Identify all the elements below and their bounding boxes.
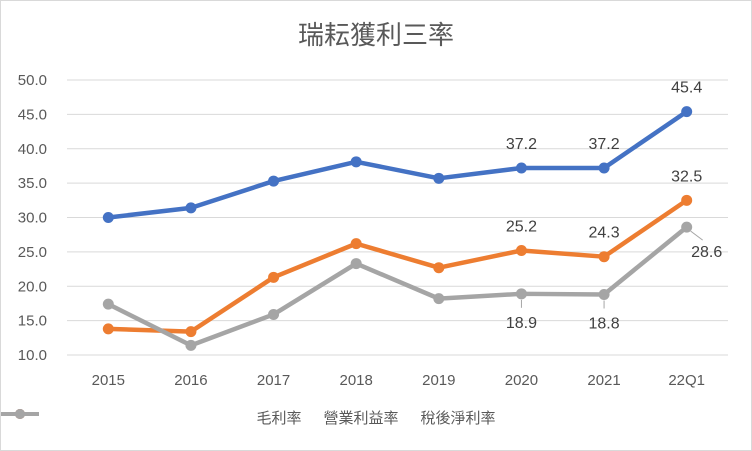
series-operating-margin-point xyxy=(433,262,445,274)
series-net-margin-line xyxy=(106,224,689,348)
x-tick-label: 2017 xyxy=(257,372,290,389)
y-tick-label: 50.0 xyxy=(18,72,47,89)
series-operating-margin-point xyxy=(268,271,280,283)
legend-item-operating-margin: 營業利益率 xyxy=(1,407,399,428)
series-net-margin-point xyxy=(102,298,114,310)
series-net-margin-point xyxy=(433,293,445,305)
data-label: 18.8 xyxy=(588,316,619,333)
series-net-margin-point xyxy=(515,288,527,300)
x-tick-label: 2020 xyxy=(505,372,538,389)
legend-swatch-net-margin xyxy=(1,409,39,419)
series-operating-margin-line xyxy=(106,198,689,334)
series-gross-margin-point xyxy=(515,162,527,174)
series-net-margin-point xyxy=(268,308,280,320)
y-tick-label: 35.0 xyxy=(18,175,47,192)
y-tick-label: 25.0 xyxy=(18,244,47,261)
series-net-margin-point xyxy=(350,258,362,270)
y-tick-label: 40.0 xyxy=(18,141,47,158)
series-operating-margin-point xyxy=(515,245,527,256)
legend-label-gross-margin: 毛利率 xyxy=(256,409,302,427)
data-label: 28.6 xyxy=(691,244,722,261)
data-label: 32.5 xyxy=(671,168,702,185)
legend: 毛利率 營業利益率 稅後淨利率 xyxy=(1,407,751,428)
chart-title: 瑞耘獲利三率 xyxy=(297,21,454,51)
series-gross-margin-point xyxy=(598,162,610,174)
x-tick-label: 22Q1 xyxy=(668,372,705,389)
data-label: 18.9 xyxy=(506,315,537,332)
series-net-margin-point xyxy=(185,339,197,351)
series-gross-margin-point xyxy=(350,156,362,168)
series-operating-margin-point xyxy=(350,238,362,250)
legend-label-operating-margin: 營業利益率 xyxy=(323,409,399,427)
series-operating-margin-point xyxy=(102,323,114,335)
data-label: 37.2 xyxy=(506,136,537,153)
series-gross-margin-point xyxy=(102,212,114,223)
series-gross-margin-line xyxy=(106,109,689,220)
y-tick-label: 30.0 xyxy=(18,210,47,227)
data-label: 25.2 xyxy=(506,219,537,236)
x-tick-label: 2016 xyxy=(174,372,207,389)
y-tick-label: 10.0 xyxy=(18,347,47,364)
x-tick-label: 2021 xyxy=(587,372,620,389)
y-tick-label: 20.0 xyxy=(18,278,47,295)
leader-line xyxy=(690,230,703,241)
x-tick-label: 2019 xyxy=(422,372,455,389)
series-operating-margin-point xyxy=(598,251,610,263)
series-gross-margin-point xyxy=(681,106,693,118)
y-tick-label: 15.0 xyxy=(18,313,47,330)
series-gross-margin-point xyxy=(268,175,280,187)
data-label: 37.2 xyxy=(588,136,619,153)
legend-item-gross-margin: 毛利率 xyxy=(1,407,302,428)
legend-item-net-margin: 稅後淨利率 xyxy=(1,407,496,428)
y-tick-label: 45.0 xyxy=(18,106,47,123)
legend-label-net-margin: 稅後淨利率 xyxy=(420,409,496,427)
x-tick-label: 2018 xyxy=(340,372,373,389)
data-label: 45.4 xyxy=(671,80,702,97)
x-tick-label: 2015 xyxy=(92,372,125,389)
data-label: 24.3 xyxy=(588,225,619,242)
series-net-margin-point xyxy=(598,289,610,300)
series-operating-margin-point xyxy=(681,194,693,206)
series-operating-margin-point xyxy=(185,326,197,338)
series-gross-margin-point xyxy=(185,202,197,214)
series-gross-margin-point xyxy=(433,172,445,184)
series-net-margin-point xyxy=(681,221,693,233)
